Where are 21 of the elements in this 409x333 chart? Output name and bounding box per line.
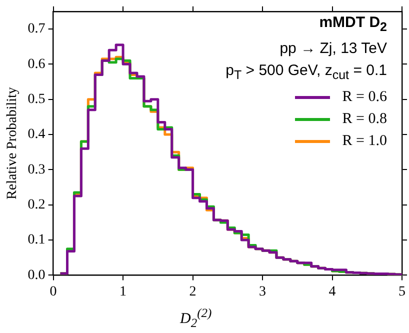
legend-label: R = 1.0 bbox=[342, 132, 387, 150]
x-tick-label: 1 bbox=[120, 284, 127, 300]
legend-label: R = 0.8 bbox=[342, 110, 387, 128]
x-tick-label: 4 bbox=[328, 284, 336, 300]
x-tick-label: 3 bbox=[259, 284, 266, 300]
y-tick-label: 0.7 bbox=[28, 22, 46, 37]
y-tick-label: 0.6 bbox=[28, 56, 46, 72]
y-tick-label: 0.4 bbox=[28, 127, 46, 142]
y-axis-title: Relative Probability bbox=[5, 87, 20, 200]
y-tick-label: 0.3 bbox=[28, 162, 46, 178]
y-tick-label: 0.0 bbox=[28, 268, 46, 283]
y-tick-label: 0.1 bbox=[28, 232, 46, 248]
legend-label: R = 0.6 bbox=[342, 88, 387, 106]
x-tick-label: 2 bbox=[189, 284, 196, 300]
y-tick-label: 0.5 bbox=[28, 92, 46, 108]
annotation: p$_{T}$ > 500 GeV, z$_{cut}$ = 0.1 bbox=[226, 61, 387, 84]
x-tick-label: 5 bbox=[398, 284, 406, 300]
chart-title: mMDT D$_{2}$ bbox=[318, 13, 387, 36]
y-tick-label: 0.2 bbox=[28, 198, 46, 213]
text: pp → Zj, 13 TeV bbox=[278, 39, 387, 59]
x-tick-label: 0 bbox=[50, 284, 57, 300]
